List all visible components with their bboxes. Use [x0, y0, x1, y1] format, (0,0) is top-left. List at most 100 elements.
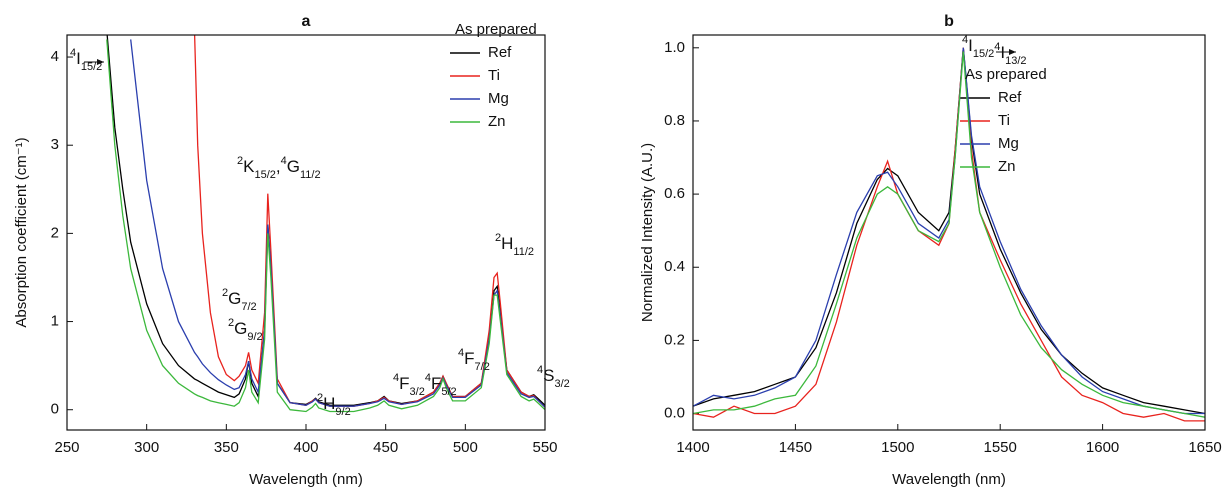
annotation-part: 5/2: [441, 386, 456, 398]
y-tick-label: 3: [51, 136, 59, 153]
annotation: 4S3/2: [537, 364, 570, 390]
annotation-part: 15/2: [254, 169, 275, 181]
annotation-part: 9/2: [335, 406, 350, 418]
annotation-part: 4: [994, 41, 1000, 53]
annotation: 2K15/2,4G11/2: [237, 155, 321, 181]
annotation-part: 4: [70, 47, 76, 59]
annotation: 2H9/2: [317, 392, 351, 418]
legend-label: Mg: [998, 135, 1019, 152]
annotation-part: 4: [537, 364, 543, 376]
annotation-part: H: [501, 234, 513, 253]
annotation-part: 2: [237, 155, 243, 167]
legend-title: As prepared: [965, 66, 1047, 83]
annotation-part: I: [968, 36, 973, 55]
annotation: 4F7/2: [458, 347, 490, 373]
x-tick-label: 250: [54, 439, 79, 456]
y-tick-label: 0: [51, 401, 59, 418]
chart-title: b: [944, 13, 954, 30]
legend-label: Ti: [998, 112, 1010, 129]
y-tick-label: 0.2: [664, 331, 685, 348]
series-line: [693, 47, 1205, 415]
annotation: 2H11/2: [495, 232, 534, 258]
annotation: 4I15/2: [70, 47, 102, 73]
series-line: [106, 39, 545, 413]
annotation-part: ,: [276, 157, 281, 176]
annotation-part: 4: [458, 347, 464, 359]
series-line: [693, 51, 1205, 418]
x-tick-label: 1650: [1188, 439, 1221, 456]
legend-label: Ti: [488, 67, 500, 84]
legend-label: Zn: [488, 113, 506, 130]
x-tick-label: 1400: [676, 439, 709, 456]
annotation-part: 11/2: [300, 169, 321, 181]
y-tick-label: 0.4: [664, 258, 685, 275]
annotation-part: 4: [393, 372, 399, 384]
plot-frame: [692, 34, 1206, 431]
annotation-part: F: [431, 374, 441, 393]
y-axis-label: Absorption coefficient (cm⁻¹): [13, 137, 30, 327]
y-axis-label: Normalized Intensity (A.U.): [639, 143, 656, 322]
x-tick-label: 1600: [1086, 439, 1119, 456]
legend-label: Mg: [488, 90, 509, 107]
x-tick-label: 500: [453, 439, 478, 456]
legend-label: Zn: [998, 158, 1016, 175]
annotation: 2G9/2: [228, 317, 263, 343]
x-axis-label: Wavelength (nm): [892, 471, 1006, 488]
series-line: [106, 35, 545, 406]
annotation-part: G: [287, 157, 300, 176]
annotation: 4I15/24I13/2: [962, 34, 1027, 67]
series-line: [693, 47, 1205, 415]
y-tick-label: 0.0: [664, 405, 685, 422]
annotation-part: I: [76, 49, 81, 68]
y-tick-label: 0.6: [664, 185, 685, 202]
y-tick-label: 0.8: [664, 112, 685, 129]
y-tick-label: 2: [51, 224, 59, 241]
annotation-part: F: [399, 374, 409, 393]
annotation-part: H: [323, 394, 335, 413]
x-tick-label: 300: [134, 439, 159, 456]
annotation-part: 15/2: [973, 48, 994, 60]
annotation-part: 15/2: [81, 61, 102, 73]
annotation: 4F3/24F5/2: [393, 372, 457, 398]
annotation-part: 13/2: [1005, 55, 1026, 67]
x-tick-label: 400: [293, 439, 318, 456]
x-tick-label: 1450: [779, 439, 812, 456]
annotation-part: S: [543, 366, 554, 385]
legend-title: As prepared: [455, 21, 537, 38]
x-tick-label: 450: [373, 439, 398, 456]
annotation-part: 9/2: [247, 331, 262, 343]
annotation-part: 4: [281, 155, 287, 167]
x-axis-label: Wavelength (nm): [249, 471, 363, 488]
series-line: [130, 39, 545, 408]
x-tick-label: 1500: [881, 439, 914, 456]
annotation-part: 7/2: [241, 301, 256, 313]
annotation-part: 4: [962, 34, 968, 46]
annotation-part: I: [1000, 43, 1005, 62]
y-tick-label: 1.0: [664, 39, 685, 56]
annotation-part: 4: [425, 372, 431, 384]
annotation-part: 2: [222, 287, 228, 299]
annotation-part: 11/2: [513, 246, 534, 258]
annotation-part: 7/2: [475, 361, 490, 373]
x-tick-label: 550: [532, 439, 557, 456]
annotation-part: 3/2: [554, 378, 569, 390]
series-line: [193, 35, 545, 408]
plot-frame: [66, 34, 546, 431]
annotation-part: 3/2: [410, 386, 425, 398]
y-tick-label: 4: [51, 48, 59, 65]
annotation-part: G: [234, 319, 247, 338]
x-tick-label: 1550: [984, 439, 1017, 456]
annotation-part: K: [243, 157, 255, 176]
annotation-part: 2: [317, 392, 323, 404]
legend-label: Ref: [488, 44, 512, 61]
annotation-part: F: [464, 349, 474, 368]
annotation-part: 2: [228, 317, 234, 329]
x-tick-label: 350: [214, 439, 239, 456]
y-tick-label: 1: [51, 313, 59, 330]
legend-label: Ref: [998, 89, 1022, 106]
annotation-part: 2: [495, 232, 501, 244]
series-line: [693, 47, 1205, 422]
chart-title: a: [302, 13, 311, 30]
annotation: 2G7/2: [222, 287, 257, 313]
